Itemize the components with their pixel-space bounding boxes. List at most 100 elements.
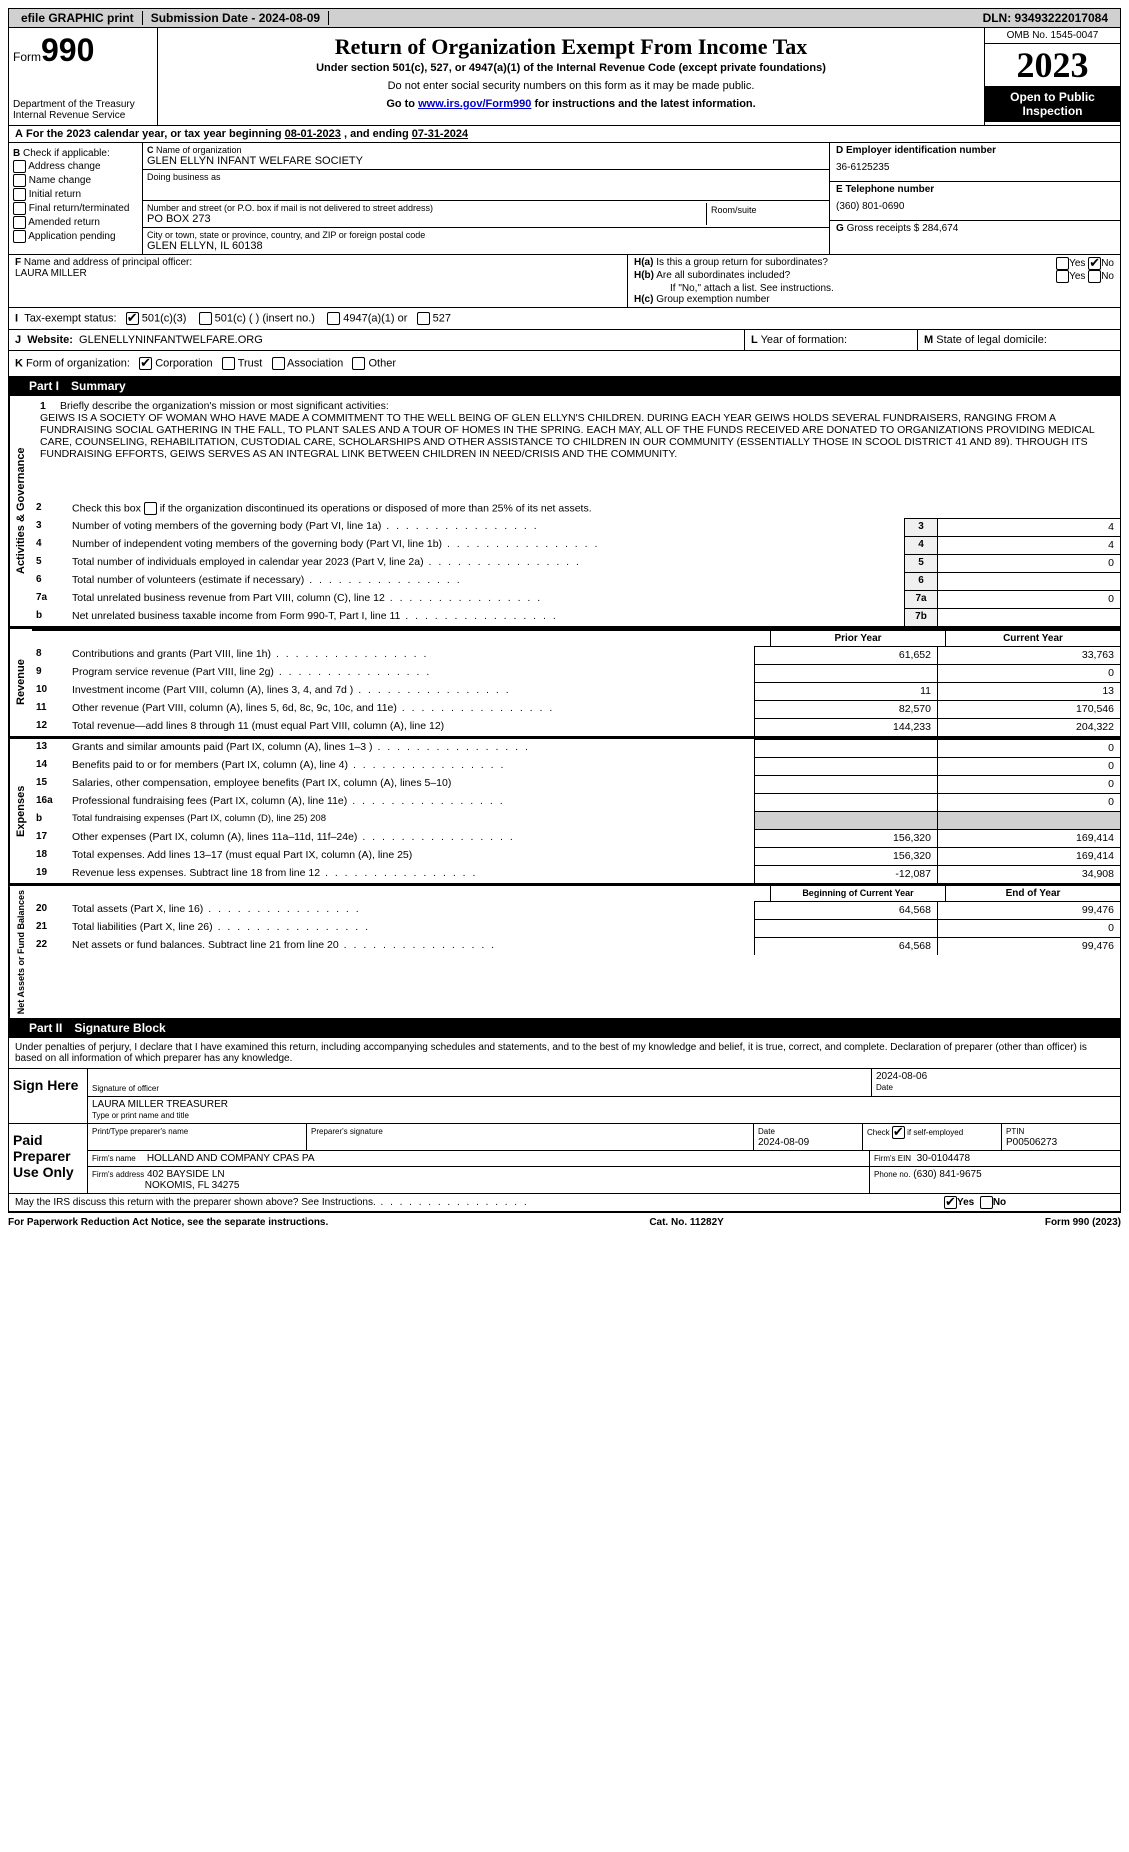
l19-prior: -12,087 bbox=[754, 865, 937, 883]
l13-current: 0 bbox=[937, 739, 1120, 757]
side-revenue: Revenue bbox=[9, 629, 32, 736]
cb-initial-return[interactable] bbox=[13, 188, 26, 201]
cb-corp[interactable] bbox=[139, 357, 152, 370]
l13-prior bbox=[754, 739, 937, 757]
street-address: PO BOX 273 bbox=[147, 213, 706, 225]
cb-hb-no[interactable] bbox=[1088, 270, 1101, 283]
l19-current: 34,908 bbox=[937, 865, 1120, 883]
cb-discuss-no[interactable] bbox=[980, 1196, 993, 1209]
side-net-assets: Net Assets or Fund Balances bbox=[9, 886, 32, 1018]
signature-block: Under penalties of perjury, I declare th… bbox=[8, 1038, 1121, 1212]
gross-receipts: 284,674 bbox=[922, 223, 958, 234]
cb-assoc[interactable] bbox=[272, 357, 285, 370]
cb-pending[interactable] bbox=[13, 230, 26, 243]
l17-prior: 156,320 bbox=[754, 829, 937, 847]
l12-prior: 144,233 bbox=[754, 718, 937, 736]
l8-prior: 61,652 bbox=[754, 646, 937, 664]
form-header: Form990 Department of the Treasury Inter… bbox=[8, 28, 1121, 126]
website: GLENELLYNINFANTWELFARE.ORG bbox=[79, 334, 263, 346]
line7a-val: 0 bbox=[937, 590, 1120, 608]
line3-val: 4 bbox=[937, 518, 1120, 536]
tax-year: 2023 bbox=[985, 44, 1120, 86]
goto-prefix: Go to bbox=[386, 98, 418, 110]
l16a-current: 0 bbox=[937, 793, 1120, 811]
dln: DLN: 93493222017084 bbox=[975, 11, 1116, 25]
l21-end: 0 bbox=[937, 919, 1120, 937]
city-state-zip: GLEN ELLYN, IL 60138 bbox=[147, 240, 825, 252]
firm-name: HOLLAND AND COMPANY CPAS PA bbox=[147, 1153, 315, 1164]
row-i-tax-status: I Tax-exempt status: 501(c)(3) 501(c) ( … bbox=[8, 308, 1121, 330]
footer-mid: Cat. No. 11282Y bbox=[649, 1217, 723, 1228]
l9-current: 0 bbox=[937, 664, 1120, 682]
l22-end: 99,476 bbox=[937, 937, 1120, 955]
efile-label: efile GRAPHIC print bbox=[13, 11, 143, 25]
form-subtitle-2: Do not enter social security numbers on … bbox=[162, 80, 980, 92]
line4-val: 4 bbox=[937, 536, 1120, 554]
row-f-h: F Name and address of principal officer:… bbox=[8, 255, 1121, 308]
open-to-public: Open to Public Inspection bbox=[985, 86, 1120, 122]
l16a-prior bbox=[754, 793, 937, 811]
expenses-section: Expenses 13Grants and similar amounts pa… bbox=[8, 737, 1121, 884]
part-ii-header: Part IISignature Block bbox=[8, 1019, 1121, 1038]
footer-left: For Paperwork Reduction Act Notice, see … bbox=[8, 1217, 328, 1228]
l20-end: 99,476 bbox=[937, 901, 1120, 919]
form-label: Form bbox=[13, 50, 41, 64]
l17-current: 169,414 bbox=[937, 829, 1120, 847]
firm-address1: 402 BAYSIDE LN bbox=[147, 1169, 225, 1180]
form-number: 990 bbox=[41, 32, 94, 68]
cb-501c[interactable] bbox=[199, 312, 212, 325]
row-k-org-form: K Form of organization: Corporation Trus… bbox=[8, 351, 1121, 377]
cb-line2[interactable] bbox=[144, 502, 157, 515]
col-b-checkboxes: B Check if applicable: Address change Na… bbox=[9, 143, 143, 254]
side-expenses: Expenses bbox=[9, 739, 32, 883]
dept-treasury: Department of the Treasury bbox=[13, 99, 153, 110]
l12-current: 204,322 bbox=[937, 718, 1120, 736]
principal-officer: LAURA MILLER bbox=[15, 268, 87, 279]
line6-val bbox=[937, 572, 1120, 590]
cb-address-change[interactable] bbox=[13, 160, 26, 173]
cb-ha-no[interactable] bbox=[1088, 257, 1101, 270]
sign-here-label: Sign Here bbox=[9, 1069, 88, 1123]
cb-ha-yes[interactable] bbox=[1056, 257, 1069, 270]
cb-amended[interactable] bbox=[13, 216, 26, 229]
l22-begin: 64,568 bbox=[754, 937, 937, 955]
officer-name: LAURA MILLER TREASURER bbox=[92, 1099, 228, 1110]
part-i-header: Part ISummary bbox=[8, 377, 1121, 396]
firm-address2: NOKOMIS, FL 34275 bbox=[145, 1180, 240, 1191]
l21-begin bbox=[754, 919, 937, 937]
cb-self-employed[interactable] bbox=[892, 1126, 905, 1139]
line5-val: 0 bbox=[937, 554, 1120, 572]
l8-current: 33,763 bbox=[937, 646, 1120, 664]
cb-discuss-yes[interactable] bbox=[944, 1196, 957, 1209]
cb-hb-yes[interactable] bbox=[1056, 270, 1069, 283]
l14-prior bbox=[754, 757, 937, 775]
side-activities: Activities & Governance bbox=[9, 396, 32, 626]
l11-prior: 82,570 bbox=[754, 700, 937, 718]
firm-phone: (630) 841-9675 bbox=[913, 1169, 981, 1180]
l14-current: 0 bbox=[937, 757, 1120, 775]
l18-current: 169,414 bbox=[937, 847, 1120, 865]
perjury-text: Under penalties of perjury, I declare th… bbox=[9, 1038, 1120, 1068]
form990-link[interactable]: www.irs.gov/Form990 bbox=[418, 98, 531, 110]
cb-501c3[interactable] bbox=[126, 312, 139, 325]
cb-name-change[interactable] bbox=[13, 174, 26, 187]
line7b-val bbox=[937, 608, 1120, 626]
cb-final-return[interactable] bbox=[13, 202, 26, 215]
row-j-l: J Website: GLENELLYNINFANTWELFARE.ORG L … bbox=[8, 330, 1121, 351]
l9-prior bbox=[754, 664, 937, 682]
l20-begin: 64,568 bbox=[754, 901, 937, 919]
top-bar: efile GRAPHIC print Submission Date - 20… bbox=[8, 8, 1121, 28]
form-title: Return of Organization Exempt From Incom… bbox=[162, 34, 980, 60]
cb-trust[interactable] bbox=[222, 357, 235, 370]
l15-prior bbox=[754, 775, 937, 793]
cb-4947[interactable] bbox=[327, 312, 340, 325]
revenue-section: Revenue Prior YearCurrent Year 8Contribu… bbox=[8, 627, 1121, 737]
omb-number: OMB No. 1545-0047 bbox=[985, 28, 1120, 44]
room-suite-label: Room/suite bbox=[707, 203, 825, 225]
org-name: GLEN ELLYN INFANT WELFARE SOCIETY bbox=[147, 155, 825, 167]
prep-date: 2024-08-09 bbox=[758, 1137, 809, 1148]
cb-other[interactable] bbox=[352, 357, 365, 370]
l18-prior: 156,320 bbox=[754, 847, 937, 865]
cb-527[interactable] bbox=[417, 312, 430, 325]
dept-irs: Internal Revenue Service bbox=[13, 110, 153, 121]
